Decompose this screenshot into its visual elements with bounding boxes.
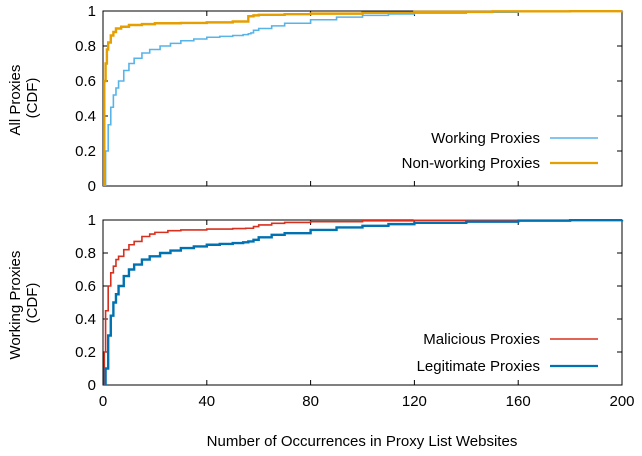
top-series-line-1 [103,9,624,186]
bottom-y-tick-label-0: 0 [88,377,96,394]
top-y-tick-label-3: 0.6 [75,73,96,90]
bottom-series-line-0 [103,219,623,385]
bottom-x-tick-label-3: 120 [402,393,427,410]
bottom-legend: Malicious Proxies Legitimate Proxies [417,331,598,375]
top-series-group [102,9,624,186]
bottom-series-group [102,218,624,385]
top-y-axis-label-line1: All Proxies [7,65,24,136]
bottom-legend-label-1: Legitimate Proxies [417,358,540,375]
top-legend-label-0: Working Proxies [431,130,540,147]
bottom-y-axis-label: Working Proxies (CDF) [7,246,41,359]
bottom-x-tick-label-5: 200 [609,393,634,410]
bottom-y-tick-label-4: 0.8 [75,245,96,262]
bottom-legend-label-0: Malicious Proxies [423,331,540,348]
top-series-line-0 [104,10,623,186]
top-panel: 0 0.2 0.4 0.6 0.8 1 Working Proxies Non-workin… [7,3,624,195]
top-y-tick-label-2: 0.4 [75,108,96,125]
bottom-x-tick-label-4: 160 [506,393,531,410]
top-y-ticks: 0 0.2 0.4 0.6 0.8 1 [75,3,622,195]
bottom-y-axis-label-line2: (CDF) [24,283,41,324]
bottom-y-tick-label-1: 0.2 [75,344,96,361]
bottom-x-tick-label-1: 40 [198,393,215,410]
top-y-tick-label-0: 0 [88,178,96,195]
x-axis-label: Number of Occurrences in Proxy List Webs… [207,433,518,450]
bottom-panel: 0 0.2 0.4 0.6 0.8 1 0 40 80 120 160 200 Malicious … [7,212,635,450]
bottom-x-ticks: 0 40 80 120 160 200 [99,393,635,410]
bottom-y-tick-label-2: 0.4 [75,311,96,328]
bottom-x-tick-label-0: 0 [99,393,107,410]
bottom-x-tick-label-2: 80 [302,393,319,410]
top-y-tick-label-1: 0.2 [75,143,96,160]
bottom-y-ticks: 0 0.2 0.4 0.6 0.8 1 [75,212,622,394]
bottom-plot-frame [102,219,623,386]
top-y-axis-label: All Proxies (CDF) [7,60,41,135]
bottom-series-line-1 [104,218,624,385]
bottom-y-tick-label-3: 0.6 [75,278,96,295]
bottom-y-tick-label-5: 1 [88,212,96,229]
top-y-tick-label-4: 0.8 [75,38,96,55]
top-y-axis-label-line2: (CDF) [24,78,41,119]
top-legend: Working Proxies Non-working Proxies [402,130,598,172]
top-y-tick-label-5: 1 [88,3,96,20]
top-legend-label-1: Non-working Proxies [402,155,540,172]
bottom-y-axis-label-line1: Working Proxies [7,251,24,360]
top-plot-frame [102,10,623,187]
